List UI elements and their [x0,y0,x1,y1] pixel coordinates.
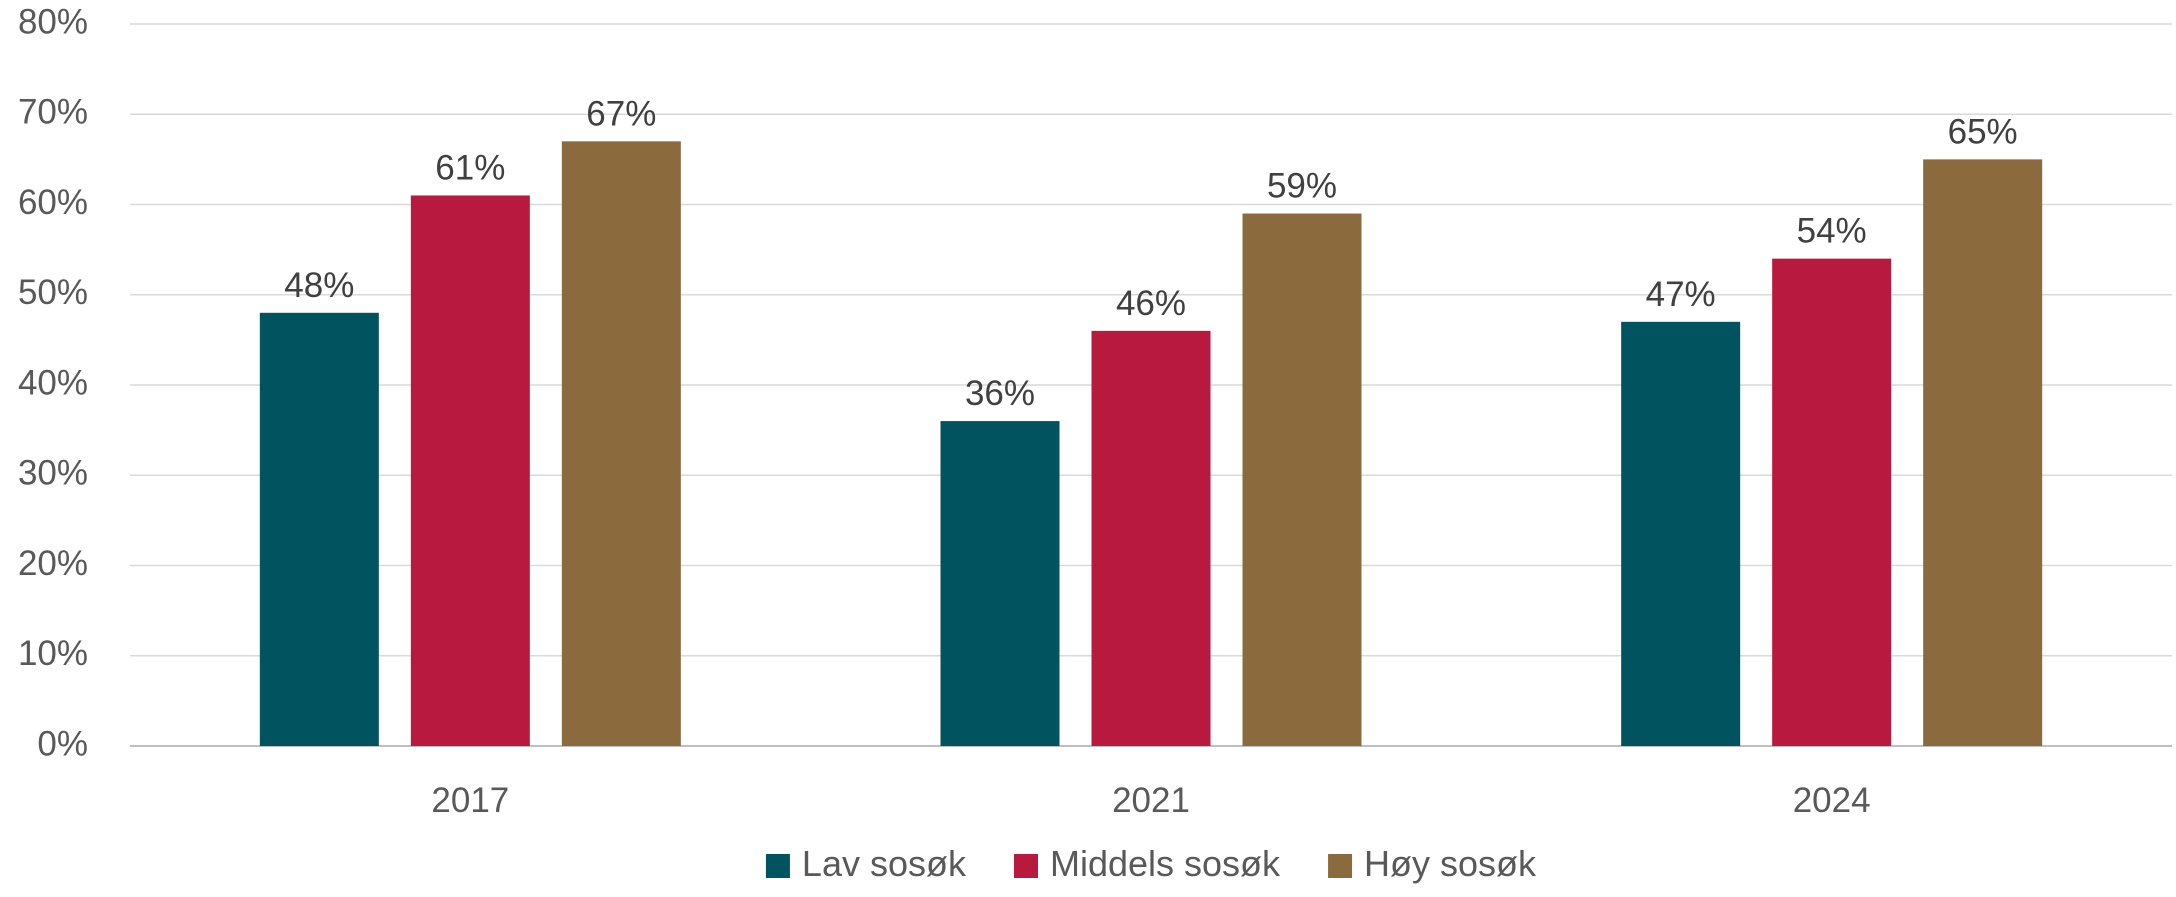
data-label: 67% [586,94,656,133]
bar-hoy-sosok-2021 [1242,213,1362,746]
y-tick-label: 70% [18,93,88,132]
y-tick-label: 40% [18,363,88,402]
y-tick-label: 60% [18,183,88,222]
bar-middels-sosok-2017 [410,195,530,747]
x-category-label: 2021 [1112,781,1190,820]
bars [259,141,2043,747]
legend-item: Lav sosøk [765,843,967,884]
y-tick-label: 0% [37,724,88,763]
x-category-label: 2017 [431,781,509,820]
x-category-label: 2024 [1793,781,1871,820]
legend: Lav sosøk Middels sosøk Høy sosøk [765,843,1537,884]
legend-swatch [1328,854,1353,878]
bar-lav-sosok-2017 [259,312,379,746]
legend-label: Middels sosøk [1050,843,1281,884]
data-label: 46% [1116,284,1186,323]
y-tick-label: 30% [18,454,88,493]
legend-swatch [765,854,790,878]
legend-item: Middels sosøk [1013,843,1281,884]
legend-label: Lav sosøk [802,843,967,884]
data-label: 54% [1797,212,1867,251]
data-label: 48% [284,266,354,305]
bar-lav-sosok-2024 [1621,321,1741,746]
data-labels: 48% 61% 67% 36% 46% 59% 47% 54% 65% [284,94,2017,413]
y-axis-tick-labels: 0% 10% 20% 30% 40% 50% 60% 70% 80% [18,2,88,763]
data-label: 59% [1267,167,1337,206]
y-tick-label: 80% [18,2,88,41]
bar-lav-sosok-2021 [940,421,1060,746]
bar-middels-sosok-2021 [1091,330,1211,746]
y-tick-label: 10% [18,634,88,673]
x-axis-category-labels: 2017 2021 2024 [431,781,1870,820]
legend-item: Høy sosøk [1328,843,1537,884]
bar-hoy-sosok-2024 [1923,159,2043,746]
data-label: 47% [1646,275,1716,314]
data-label: 65% [1948,112,2018,151]
y-tick-label: 50% [18,273,88,312]
data-label: 36% [965,374,1035,413]
legend-label: Høy sosøk [1364,843,1537,884]
legend-swatch [1013,854,1038,878]
data-label: 61% [435,148,505,187]
bar-hoy-sosok-2017 [561,141,681,746]
bar-middels-sosok-2024 [1772,258,1892,746]
y-tick-label: 20% [18,544,88,583]
